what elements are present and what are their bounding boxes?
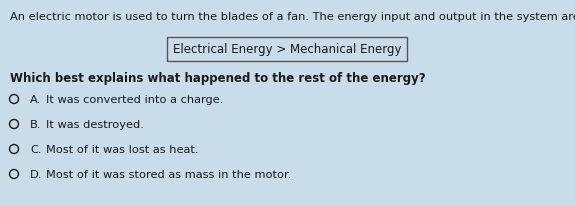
Text: A.: A. — [30, 95, 41, 104]
Text: It was destroyed.: It was destroyed. — [46, 119, 144, 129]
Text: D.: D. — [30, 169, 43, 179]
Text: It was converted into a charge.: It was converted into a charge. — [46, 95, 223, 104]
Text: Most of it was lost as heat.: Most of it was lost as heat. — [46, 144, 198, 154]
Text: B.: B. — [30, 119, 41, 129]
Text: C.: C. — [30, 144, 41, 154]
Text: Most of it was stored as mass in the motor.: Most of it was stored as mass in the mot… — [46, 169, 292, 179]
Text: Electrical Energy > Mechanical Energy: Electrical Energy > Mechanical Energy — [172, 43, 401, 56]
Text: An electric motor is used to turn the blades of a fan. The energy input and outp: An electric motor is used to turn the bl… — [10, 12, 575, 22]
Text: Which best explains what happened to the rest of the energy?: Which best explains what happened to the… — [10, 72, 425, 85]
